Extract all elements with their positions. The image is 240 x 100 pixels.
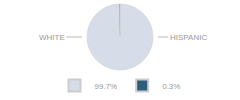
svg-text:HISPANIC: HISPANIC bbox=[170, 33, 207, 42]
svg-text:0.3%: 0.3% bbox=[162, 82, 180, 91]
svg-text:WHITE: WHITE bbox=[39, 33, 65, 42]
svg-text:99.7%: 99.7% bbox=[95, 82, 118, 91]
